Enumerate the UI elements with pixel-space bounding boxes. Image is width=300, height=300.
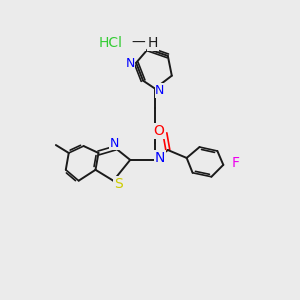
Text: N: N xyxy=(110,136,119,150)
Text: HCl: HCl xyxy=(98,36,122,50)
Text: F: F xyxy=(231,156,239,170)
Text: O: O xyxy=(154,124,164,138)
Text: N: N xyxy=(125,57,135,70)
Text: —: — xyxy=(131,36,145,50)
Text: N: N xyxy=(155,151,165,165)
Text: H: H xyxy=(148,36,158,50)
Text: S: S xyxy=(114,177,123,191)
Text: N: N xyxy=(155,84,165,97)
